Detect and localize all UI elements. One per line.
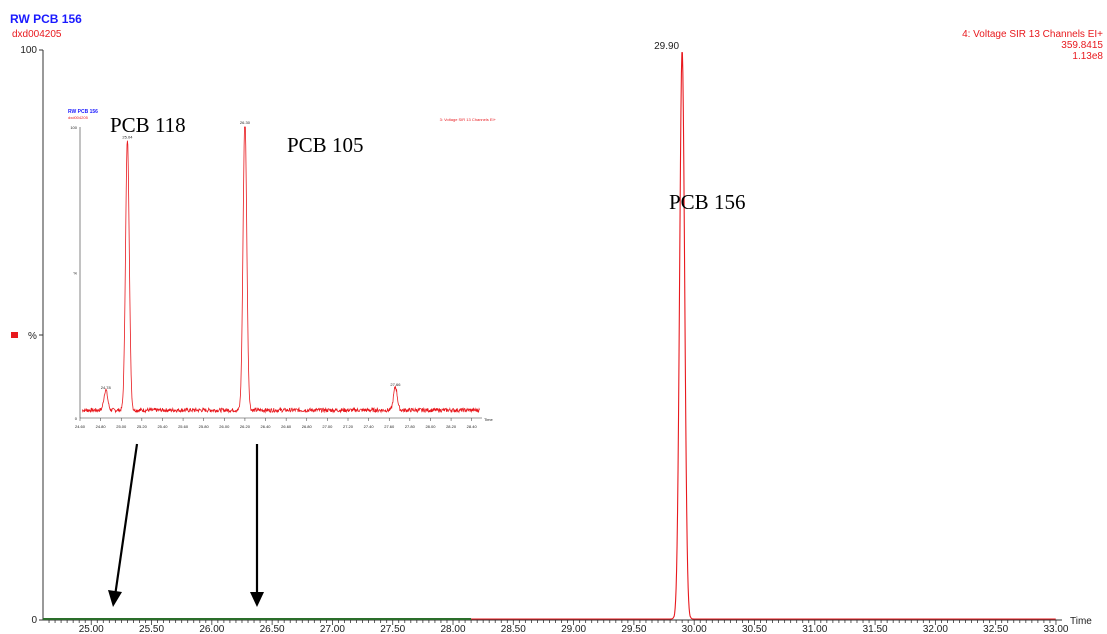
y-axis-label: % bbox=[28, 331, 37, 342]
arrows bbox=[108, 443, 264, 607]
sample-name: RW PCB 156 bbox=[10, 12, 82, 26]
arrow-pcb105-head bbox=[250, 592, 264, 607]
intensity-value: 1.13e8 bbox=[1072, 51, 1103, 62]
y-tick-label: 0 bbox=[31, 615, 37, 626]
inset-x-tick-label: 26.00 bbox=[219, 424, 230, 429]
annotation-pcb118: PCB 118 bbox=[110, 113, 186, 137]
inset-y-tick-label: 0 bbox=[75, 416, 78, 421]
inset-subtitle: dxd004205 bbox=[68, 115, 89, 120]
inset-x-tick-label: 24.60 bbox=[75, 424, 86, 429]
inset-legend: 3: Voltage SIR 13 Channels EI+ bbox=[440, 117, 497, 122]
inset-y-tick-label: % bbox=[73, 271, 77, 276]
inset-peak-label: 27.66 bbox=[390, 382, 401, 387]
inset-x-tick-label: 26.80 bbox=[302, 424, 313, 429]
x-tick-label: 31.00 bbox=[802, 624, 827, 634]
x-tick-label: 25.50 bbox=[139, 624, 164, 634]
inset-x-tick-label: 25.00 bbox=[116, 424, 127, 429]
y-tick-label: 100 bbox=[20, 45, 37, 56]
inset-x-tick-label: 25.20 bbox=[137, 424, 148, 429]
x-tick-label: 27.50 bbox=[380, 624, 405, 634]
inset-x-tick-label: 28.20 bbox=[446, 424, 457, 429]
inset-x-tick-label: 27.20 bbox=[343, 424, 354, 429]
main-trace-group: 29.90 bbox=[43, 41, 1056, 620]
mass-value: 359.8415 bbox=[1061, 40, 1103, 51]
inset-x-tick-label: 28.40 bbox=[467, 424, 478, 429]
inset-x-tick-label: 26.40 bbox=[261, 424, 272, 429]
file-name: dxd004205 bbox=[12, 29, 62, 40]
annotation-pcb156: PCB 156 bbox=[669, 190, 745, 214]
inset-trace-line bbox=[81, 126, 480, 414]
x-tick-label: 32.00 bbox=[923, 624, 948, 634]
arrow-pcb118-shaft bbox=[113, 443, 139, 597]
x-tick-label: 30.50 bbox=[742, 624, 767, 634]
x-tick-label: 33.00 bbox=[1043, 624, 1068, 634]
inset-x-tick-label: 26.60 bbox=[281, 424, 292, 429]
x-tick-label: 29.00 bbox=[561, 624, 586, 634]
inset-peak-label: 26.30 bbox=[240, 120, 251, 125]
x-tick-label: 32.50 bbox=[983, 624, 1008, 634]
x-tick-label: 26.50 bbox=[260, 624, 285, 634]
x-tick-label: 25.00 bbox=[79, 624, 104, 634]
inset-title: RW PCB 156 bbox=[68, 109, 98, 115]
inset-peak-label: 25.04 bbox=[122, 135, 133, 140]
inset-x-axis-label: Time bbox=[484, 417, 494, 422]
inset-x-tick-label: 27.80 bbox=[405, 424, 416, 429]
inset-background bbox=[64, 105, 499, 435]
inset-x-tick-label: 25.60 bbox=[178, 424, 189, 429]
x-tick-label: 31.50 bbox=[863, 624, 888, 634]
x-tick-label: 30.00 bbox=[682, 624, 707, 634]
inset-peak-label: 24.78 bbox=[101, 385, 112, 390]
inset-x-tick-label: 25.40 bbox=[157, 424, 168, 429]
x-tick-label: 27.00 bbox=[320, 624, 345, 634]
inset-x-tick-label: 27.00 bbox=[322, 424, 333, 429]
inset-x-tick-label: 24.80 bbox=[96, 424, 107, 429]
x-tick-label: 29.50 bbox=[621, 624, 646, 634]
inset-y-tick-label: 100 bbox=[70, 125, 77, 130]
arrow-pcb118-head bbox=[108, 590, 122, 607]
x-axis-label: Time bbox=[1070, 616, 1092, 627]
main-trace-line bbox=[471, 52, 1056, 620]
inset-x-tick-label: 26.20 bbox=[240, 424, 251, 429]
inset-x-tick-label: 25.80 bbox=[199, 424, 210, 429]
annotation-pcb105: PCB 105 bbox=[287, 133, 363, 157]
peak-label: 29.90 bbox=[654, 41, 679, 52]
function-line: 4: Voltage SIR 13 Channels EI+ bbox=[962, 29, 1103, 40]
x-tick-label: 28.00 bbox=[440, 624, 465, 634]
x-tick-label: 28.50 bbox=[501, 624, 526, 634]
inset-x-tick-label: 27.60 bbox=[384, 424, 395, 429]
x-tick-label: 26.00 bbox=[199, 624, 224, 634]
inset-x-tick-label: 28.00 bbox=[425, 424, 436, 429]
inset-x-tick-label: 27.40 bbox=[364, 424, 375, 429]
y-axis-marker bbox=[11, 332, 18, 338]
